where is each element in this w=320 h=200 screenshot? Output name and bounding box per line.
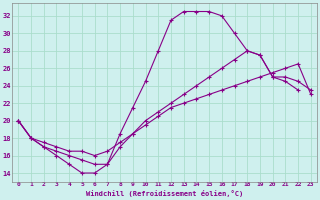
X-axis label: Windchill (Refroidissement éolien,°C): Windchill (Refroidissement éolien,°C) <box>86 190 243 197</box>
